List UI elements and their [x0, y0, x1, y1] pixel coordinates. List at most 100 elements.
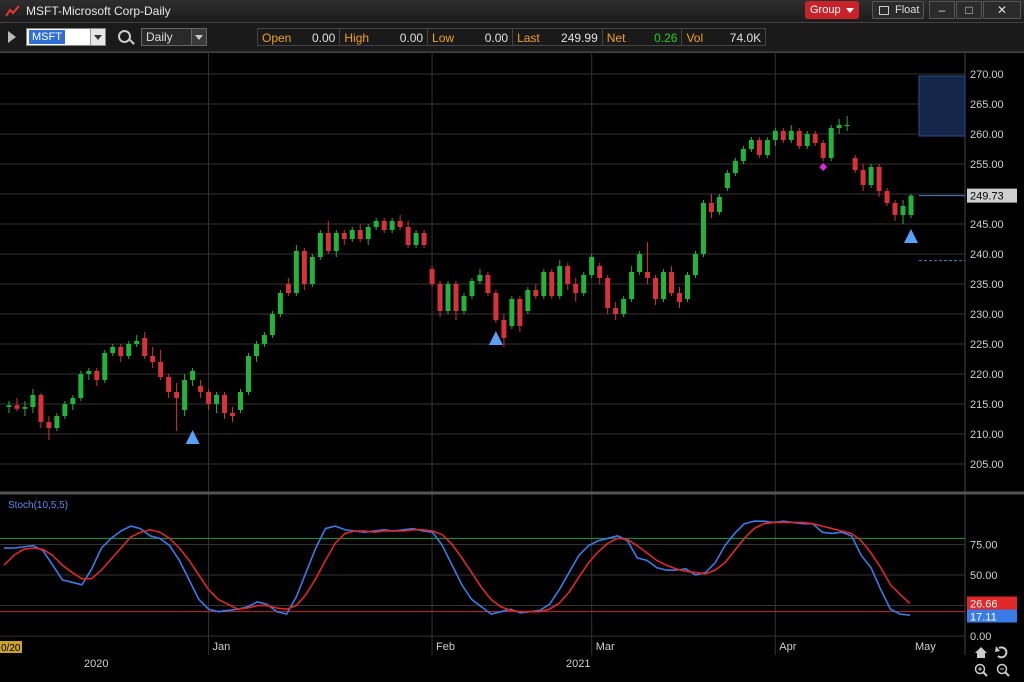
candle-body [836, 125, 842, 128]
candle-body [908, 195, 914, 215]
candle-body [900, 206, 906, 215]
candle [589, 254, 595, 278]
candle [453, 281, 459, 320]
candle-body [405, 227, 411, 245]
candle-body [421, 233, 427, 245]
period-select-value: Daily [146, 30, 173, 44]
candle [613, 302, 619, 320]
last-price-badge [967, 188, 1017, 203]
candle-body [78, 374, 84, 398]
candle-body [860, 170, 866, 185]
symbol-dropdown-icon[interactable] [90, 29, 105, 45]
quote-value: 0.00 [312, 31, 336, 45]
candle [684, 272, 690, 302]
month-label: May [915, 641, 936, 653]
undo-icon[interactable] [995, 646, 1008, 659]
candle [126, 341, 132, 359]
candle-body [429, 269, 435, 284]
candle-body [118, 347, 124, 356]
period-select[interactable]: Daily [141, 28, 207, 46]
candle-body [206, 392, 212, 404]
zoom-out-icon[interactable] [996, 663, 1010, 677]
candle [86, 368, 92, 380]
quote-net: Net 0.26 [601, 28, 682, 46]
zoom-in-icon[interactable] [974, 663, 988, 677]
float-button[interactable]: Float [872, 1, 924, 19]
price-tick-label: 265.00 [970, 99, 1004, 111]
candle [740, 146, 746, 164]
candle-body [748, 140, 754, 149]
home-icon[interactable] [975, 647, 987, 658]
chart-controls [974, 646, 1010, 677]
candle-body [501, 320, 507, 338]
candle [469, 278, 475, 299]
candle [397, 215, 403, 230]
candle [365, 224, 371, 245]
stoch-tick-label: 75.00 [970, 539, 998, 551]
candle-body [661, 272, 667, 299]
buy-signal-triangle [488, 331, 503, 345]
stoch-tick-label: 0.00 [970, 631, 991, 643]
symbol-input-value: MSFT [29, 30, 65, 44]
candle-body [230, 413, 236, 416]
candle-body [22, 407, 28, 409]
year-label: 2021 [566, 658, 590, 670]
candle [836, 119, 842, 134]
candle [253, 341, 259, 362]
group-button[interactable]: Group [805, 1, 859, 19]
candle-body [325, 233, 331, 251]
candle-body [700, 203, 706, 254]
quote-value: 0.00 [484, 31, 509, 45]
search-icon[interactable] [118, 30, 131, 43]
candle-body [828, 128, 834, 158]
quote-vol: Vol 74.0K [681, 28, 767, 46]
close-button[interactable]: ✕ [983, 1, 1021, 19]
candle-body [772, 131, 778, 140]
play-icon[interactable] [8, 31, 16, 43]
candle [381, 218, 387, 233]
candle [828, 125, 834, 161]
candle [317, 230, 323, 260]
quote-label: Low [432, 31, 455, 45]
quote-open: Open 0.00 [257, 28, 340, 46]
price-tick-label: 245.00 [970, 219, 1004, 231]
cursor-date-label: 0/20 [1, 643, 21, 654]
candle [373, 218, 379, 230]
price-tick-label: 240.00 [970, 249, 1004, 261]
chart-toolbar: MSFT Daily Open 0.00 High 0.00 Low 0.00 Las… [0, 23, 1024, 52]
stoch-tick-label: 50.00 [970, 570, 998, 582]
candle-body [357, 230, 363, 239]
month-label: Jan [213, 641, 231, 653]
candle-body [301, 251, 307, 284]
candle [285, 278, 291, 296]
quote-label: Net [606, 31, 626, 45]
quote-label: Last [517, 31, 540, 45]
candle [222, 392, 228, 419]
candle [525, 287, 531, 314]
chart-area[interactable]: Stoch(10,5,5) 205.00 210.00 215.00 220.00 22… [0, 52, 1024, 682]
candle-body [158, 362, 164, 377]
candle-body [565, 266, 571, 284]
period-dropdown-icon[interactable] [191, 29, 206, 45]
candle [158, 350, 164, 380]
minimize-button[interactable]: ‒ [929, 1, 955, 19]
candle [198, 380, 204, 398]
candle-body [461, 296, 467, 311]
candle [812, 131, 818, 146]
candle-body [222, 395, 228, 413]
window-title: MSFT-Microsoft Corp-Daily [26, 4, 171, 18]
candle [405, 221, 411, 248]
month-label: Apr [779, 641, 796, 653]
symbol-input[interactable]: MSFT [26, 28, 106, 46]
price-tick-label: 210.00 [970, 429, 1004, 441]
candle-body [780, 131, 786, 140]
candle-body [764, 140, 770, 155]
price-tick-label: 230.00 [970, 309, 1004, 321]
candle-body [333, 233, 339, 251]
candle [261, 332, 267, 347]
stoch-title: Stoch(10,5,5) [8, 500, 68, 511]
candle-body [716, 197, 722, 212]
candle-body [469, 281, 475, 296]
candle-body [892, 203, 898, 215]
maximize-button[interactable]: □ [956, 1, 982, 19]
